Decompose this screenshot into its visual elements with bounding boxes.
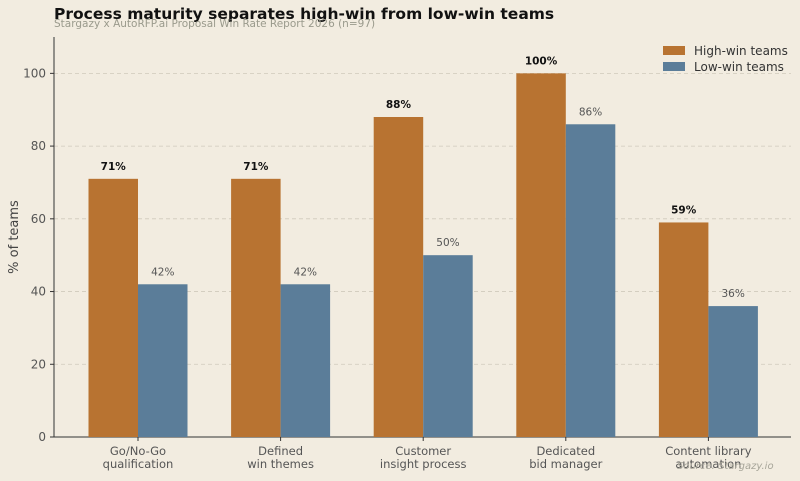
y-tick-label: 100: [23, 66, 46, 80]
bar-high-win: [231, 179, 281, 437]
legend-label: High-win teams: [694, 44, 788, 58]
legend-label: Low-win teams: [694, 60, 784, 74]
bar-high-win: [374, 117, 424, 437]
y-tick-label: 20: [31, 357, 46, 371]
data-label: 71%: [101, 161, 127, 173]
bar-high-win: [516, 73, 566, 437]
data-label: 59%: [671, 204, 697, 216]
x-tick-label: Customer insight process: [380, 444, 467, 471]
data-label: 36%: [721, 288, 744, 300]
bar-high-win: [659, 222, 709, 437]
bar-low-win: [281, 284, 331, 437]
data-label: 42%: [151, 266, 174, 278]
legend-swatch: [663, 46, 685, 55]
data-label: 42%: [294, 266, 317, 278]
data-label: 71%: [243, 161, 269, 173]
x-tick-label: Defined win themes: [247, 444, 314, 471]
x-tick-label: Go/No-Go qualification: [103, 444, 174, 471]
y-tick-label: 60: [31, 212, 46, 226]
data-label: 50%: [436, 237, 459, 249]
data-label: 100%: [525, 55, 558, 67]
data-label: 86%: [579, 106, 602, 118]
bar-low-win: [566, 124, 616, 437]
x-tick-label: Dedicated bid manager: [529, 444, 602, 471]
y-tick-label: 40: [31, 285, 46, 299]
data-label: 88%: [386, 99, 412, 111]
y-axis-title: % of teams: [7, 200, 22, 274]
bar-high-win: [89, 179, 139, 437]
source-note: Source: Stargazy.io: [677, 461, 774, 472]
bar-low-win: [423, 255, 473, 437]
legend-swatch: [663, 62, 685, 71]
bar-low-win: [138, 284, 188, 437]
y-tick-label: 0: [38, 430, 46, 444]
bar-low-win: [708, 306, 758, 437]
y-tick-label: 80: [31, 139, 46, 153]
